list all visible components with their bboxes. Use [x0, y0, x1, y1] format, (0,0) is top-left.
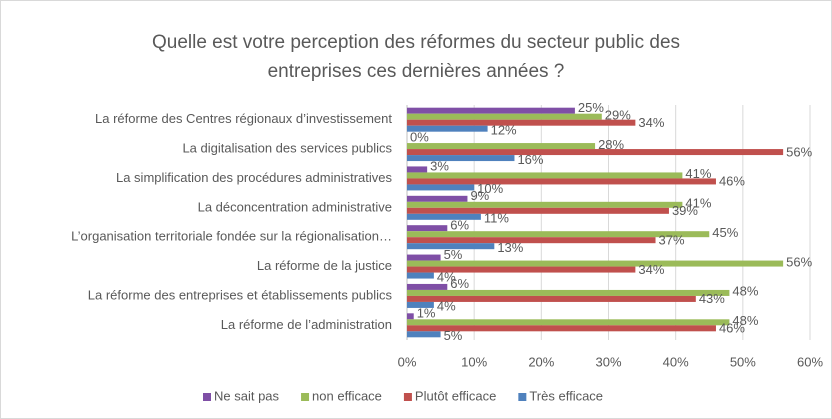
legend-swatch [301, 393, 310, 401]
y-tick-label: La réforme des Centres régionaux d’inves… [95, 111, 392, 126]
y-tick-label: L’organisation territoriale fondée sur l… [71, 229, 392, 244]
data-label: 1% [417, 306, 436, 321]
data-label: 39% [672, 203, 698, 218]
bar [407, 213, 481, 220]
bar [407, 260, 784, 267]
bar [407, 143, 596, 150]
data-label: 0% [410, 129, 429, 144]
data-label: 41% [685, 166, 711, 181]
legend-label: Plutôt efficace [415, 388, 496, 403]
x-tick-label: 10% [461, 354, 487, 369]
bar [407, 272, 434, 279]
data-label: 34% [638, 115, 664, 130]
data-label: 5% [444, 247, 463, 262]
data-label: 37% [659, 232, 685, 247]
data-label: 6% [450, 276, 469, 291]
data-label: 29% [605, 107, 631, 122]
bar [407, 254, 441, 261]
bar [407, 195, 468, 202]
data-label: 48% [732, 284, 758, 299]
bar [407, 172, 683, 179]
bar [407, 201, 683, 208]
data-label: 13% [497, 240, 523, 255]
bar [407, 125, 488, 132]
data-label: 12% [491, 122, 517, 137]
bar [407, 225, 448, 232]
data-label: 46% [719, 174, 745, 189]
bar [407, 266, 636, 273]
data-label: 4% [437, 269, 456, 284]
data-label: 34% [638, 262, 664, 277]
x-tick-label: 30% [595, 354, 621, 369]
bar [407, 178, 716, 185]
bar [407, 155, 515, 162]
y-tick-label: La réforme de la justice [257, 258, 392, 273]
y-tick-label: La simplification des procédures adminis… [116, 170, 393, 185]
bar [407, 319, 730, 326]
data-label: 4% [437, 299, 456, 314]
bar [407, 325, 716, 332]
data-label: 11% [484, 211, 509, 226]
bar [407, 289, 730, 296]
legend-swatch [403, 393, 412, 401]
data-label: 25% [578, 100, 604, 115]
bar [407, 184, 475, 191]
data-label: 41% [685, 196, 711, 211]
data-label: 45% [712, 225, 738, 240]
data-label: 5% [444, 328, 463, 343]
x-tick-label: 60% [797, 354, 823, 369]
y-tick-label: La digitalisation des services publics [182, 141, 392, 156]
x-tick-label: 40% [663, 354, 689, 369]
data-label: 10% [477, 181, 503, 196]
legend-label: non efficace [312, 388, 382, 403]
data-label: 56% [786, 144, 812, 159]
chart-title: Quelle est votre perception des réformes… [151, 32, 681, 82]
data-label: 6% [450, 217, 469, 232]
data-label: 48% [732, 313, 758, 328]
bar [407, 119, 636, 126]
bar [407, 207, 669, 214]
bar [407, 149, 784, 156]
bar [407, 283, 448, 290]
y-tick-label: La réforme de l’administration [221, 317, 392, 332]
data-label: 56% [786, 254, 812, 269]
bar [407, 243, 495, 250]
bar [407, 237, 656, 244]
data-label: 43% [699, 291, 725, 306]
x-tick-label: 0% [398, 354, 417, 369]
bar [407, 166, 428, 173]
data-label: 28% [598, 137, 624, 152]
data-label: 3% [430, 159, 449, 174]
legend-swatch [518, 393, 527, 401]
y-tick-label: La réforme des entreprises et établissem… [88, 287, 393, 302]
legend-swatch [203, 393, 211, 401]
data-label: 16% [517, 152, 543, 167]
bar [407, 113, 602, 120]
bar [407, 231, 710, 238]
data-label: 46% [719, 321, 745, 336]
bar [407, 295, 696, 302]
bar [407, 301, 434, 308]
x-tick-label: 50% [730, 354, 756, 369]
legend-label: Très efficace [529, 388, 603, 403]
data-label: 9% [470, 188, 489, 203]
bar [407, 313, 414, 320]
y-tick-label: La déconcentration administrative [198, 199, 392, 214]
bar [407, 331, 441, 338]
x-tick-label: 20% [528, 354, 554, 369]
bar [407, 107, 575, 114]
legend-label: Ne sait pas [214, 388, 280, 403]
